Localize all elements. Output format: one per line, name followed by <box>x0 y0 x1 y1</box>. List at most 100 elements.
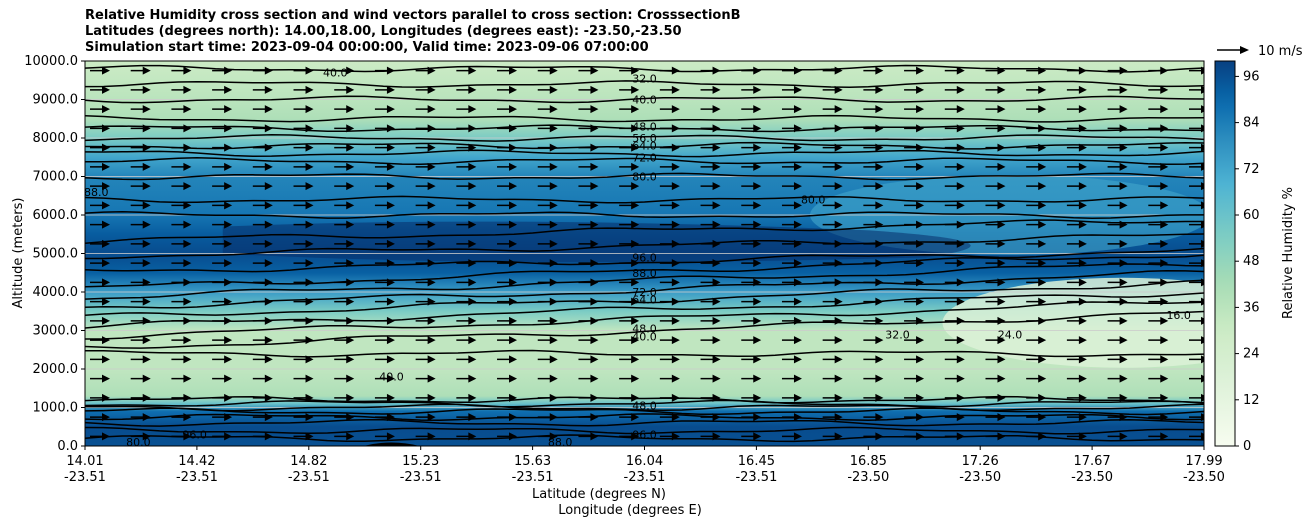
wind-arrow <box>700 432 721 441</box>
contour-label: 32.0 <box>632 72 657 85</box>
wind-arrow <box>415 393 436 402</box>
wind-arrow <box>293 336 314 345</box>
wind-arrow <box>374 143 395 152</box>
wind-arrow <box>741 432 762 441</box>
wind-arrow <box>863 278 884 287</box>
wind-arrow <box>1107 162 1128 171</box>
wind-arrow <box>619 105 640 114</box>
wind-arrow <box>537 105 558 114</box>
wind-arrow <box>1026 220 1047 229</box>
x-tick-lat: 14.82 <box>290 454 327 469</box>
wind-arrow <box>537 278 558 287</box>
wind-arrow <box>659 239 680 248</box>
contour-line <box>85 247 1204 273</box>
wind-arrow <box>1107 355 1128 364</box>
y-tick-label: 5000.0 <box>33 247 79 262</box>
wind-arrow <box>863 124 884 133</box>
wind-arrow <box>1189 336 1204 345</box>
wind-arrow <box>944 182 965 191</box>
wind-arrow <box>497 124 518 133</box>
wind-arrow <box>863 182 884 191</box>
x-axis-label-2: Longitude (degrees E) <box>558 503 702 518</box>
wind-arrow <box>252 201 273 210</box>
wind-arrow <box>1026 105 1047 114</box>
wind-arrow <box>700 278 721 287</box>
wind-arrow <box>537 297 558 306</box>
wind-arrow <box>904 374 925 383</box>
wind-arrow <box>252 182 273 191</box>
wind-arrow <box>212 85 233 94</box>
wind-arrow <box>578 316 599 325</box>
title-line-3: Simulation start time: 2023-09-04 00:00:… <box>85 40 649 55</box>
wind-arrow <box>374 278 395 287</box>
x-tick-lon: -23.51 <box>64 470 106 485</box>
wind-arrow <box>659 143 680 152</box>
wind-arrow <box>822 239 843 248</box>
contour-line <box>85 254 1204 288</box>
wind-arrow <box>578 336 599 345</box>
wind-arrow <box>130 201 151 210</box>
wind-arrow <box>252 374 273 383</box>
wind-arrow <box>497 105 518 114</box>
wind-arrow <box>944 259 965 268</box>
wind-arrow <box>904 413 925 422</box>
wind-arrow <box>863 143 884 152</box>
wind-arrow <box>904 393 925 402</box>
colorbar-tick-label: 96 <box>1243 69 1260 84</box>
wind-arrow <box>781 432 802 441</box>
contour-label: 88.0 <box>632 267 657 280</box>
wind-arrow <box>1066 259 1087 268</box>
wind-arrow <box>415 201 436 210</box>
x-tick-lon: -23.51 <box>512 470 554 485</box>
colorbar-tick-label: 24 <box>1243 347 1260 362</box>
wind-arrow <box>700 182 721 191</box>
wind-arrow <box>904 124 925 133</box>
wind-arrow <box>944 239 965 248</box>
wind-arrow <box>781 182 802 191</box>
wind-arrow <box>619 124 640 133</box>
wind-arrow <box>741 239 762 248</box>
wind-arrow <box>374 85 395 94</box>
wind-arrow <box>700 124 721 133</box>
wind-arrow <box>212 182 233 191</box>
wind-arrow <box>212 355 233 364</box>
wind-arrow <box>456 374 477 383</box>
wind-arrow <box>374 220 395 229</box>
wind-arrow <box>1148 259 1169 268</box>
wind-arrow <box>90 355 110 364</box>
wind-arrow <box>985 374 1006 383</box>
contour-label: 80.0 <box>126 436 151 449</box>
wind-arrow <box>497 278 518 287</box>
wind-arrow <box>415 413 436 422</box>
x-tick-lon: -23.50 <box>1071 470 1113 485</box>
wind-arrow <box>578 239 599 248</box>
y-tick-label: 10000.0 <box>24 54 78 69</box>
wind-arrow <box>619 316 640 325</box>
wind-arrow <box>293 143 314 152</box>
wind-arrow <box>822 182 843 191</box>
wind-arrow <box>1026 297 1047 306</box>
wind-arrow <box>293 413 314 422</box>
wind-arrow <box>944 278 965 287</box>
wind-arrow <box>1148 413 1169 422</box>
wind-arrow <box>456 432 477 441</box>
wind-arrow <box>212 432 233 441</box>
wind-arrow <box>741 316 762 325</box>
wind-arrow <box>619 201 640 210</box>
chart-title: Relative Humidity cross section and wind… <box>85 8 741 56</box>
wind-arrow <box>334 432 355 441</box>
wind-arrow <box>293 374 314 383</box>
wind-arrow <box>293 85 314 94</box>
wind-arrow <box>822 278 843 287</box>
y-tick-label: 7000.0 <box>33 170 79 185</box>
wind-arrow <box>578 85 599 94</box>
wind-arrow <box>904 355 925 364</box>
wind-arrow <box>415 374 436 383</box>
wind-arrow <box>700 316 721 325</box>
wind-arrow <box>497 297 518 306</box>
wind-arrow <box>619 182 640 191</box>
contour-label: 40.0 <box>323 67 348 80</box>
wind-arrow <box>130 105 151 114</box>
wind-arrow <box>334 182 355 191</box>
wind-arrow <box>212 66 233 75</box>
